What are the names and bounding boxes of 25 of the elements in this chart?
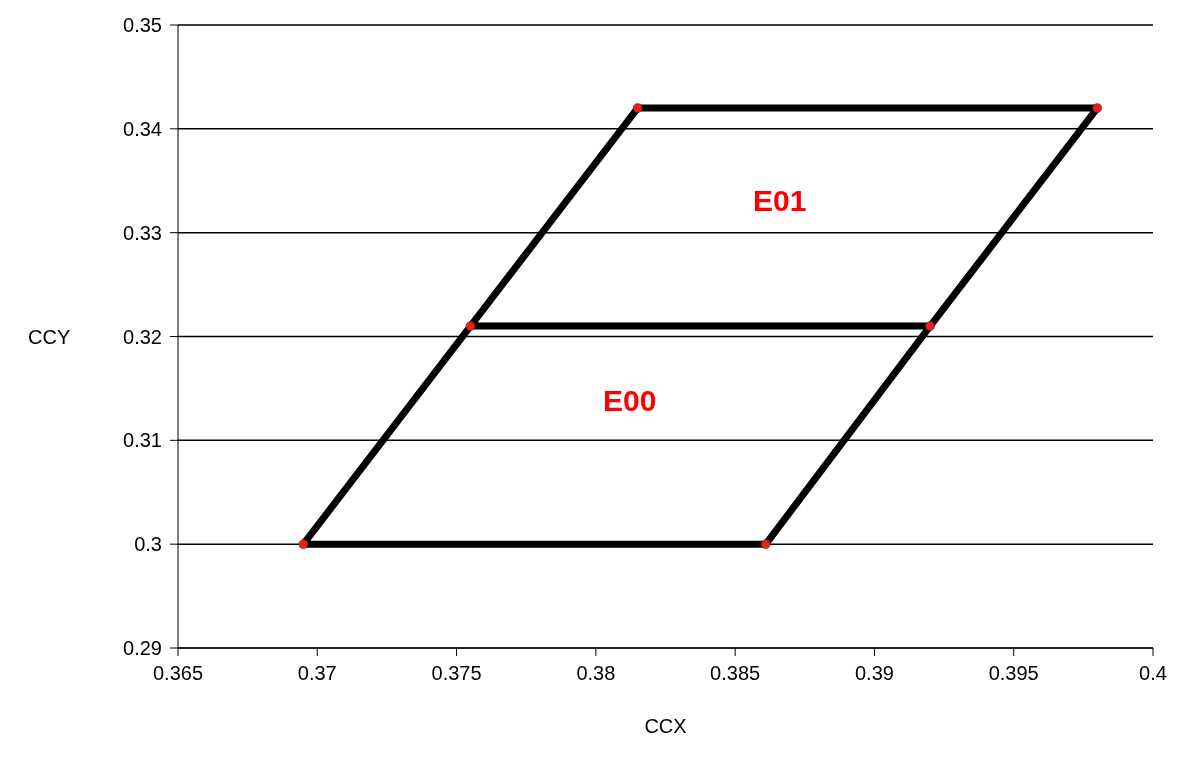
annotation: E01: [753, 184, 807, 218]
point: [1092, 103, 1103, 113]
x-axis-title: CCX: [644, 715, 687, 737]
point: [761, 539, 771, 549]
y-tick-label: 0.35: [123, 14, 162, 37]
y-axis-title: CCY: [28, 325, 71, 348]
y-tick-label: 0.3: [134, 533, 162, 556]
annotation: E00: [603, 384, 657, 418]
point: [632, 103, 643, 113]
x-tick-label: 0.375: [431, 662, 482, 685]
point: [465, 321, 476, 331]
x-tick-label: 0.39: [854, 662, 894, 685]
x-tick-label: 0.37: [297, 662, 337, 685]
y-tick-label: 0.29: [123, 637, 162, 660]
point: [925, 321, 935, 331]
y-tick-label: 0.34: [123, 117, 162, 140]
point: [298, 539, 309, 549]
y-tick-label: 0.31: [123, 429, 162, 452]
y-tick-label: 0.32: [123, 325, 162, 348]
x-tick-label: 0.385: [710, 662, 761, 685]
x-tick-label: 0.365: [152, 662, 204, 685]
x-tick-label: 0.38: [576, 662, 616, 685]
x-tick-label: 0.4: [1139, 662, 1167, 685]
y-tick-label: 0.33: [123, 221, 162, 244]
x-tick-label: 0.395: [988, 662, 1039, 685]
